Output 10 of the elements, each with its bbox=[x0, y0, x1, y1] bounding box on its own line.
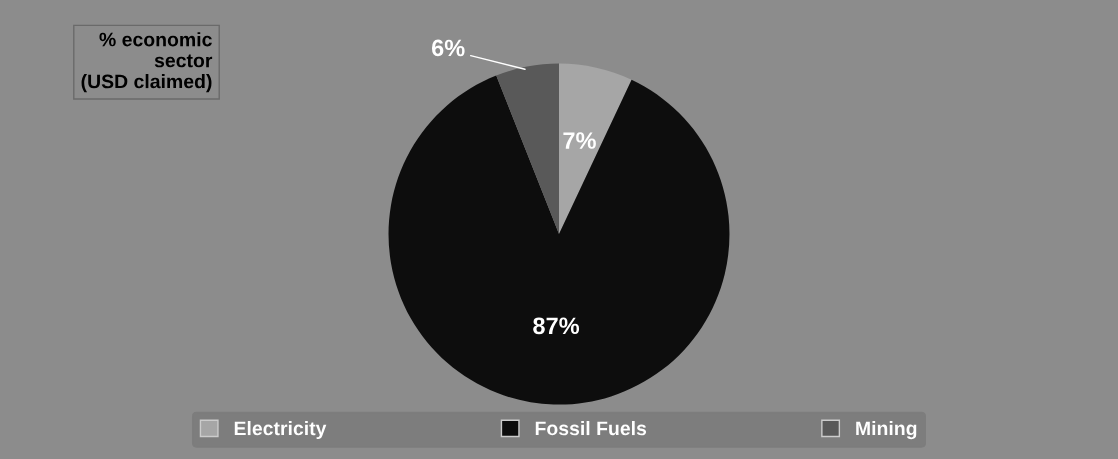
pie-slice bbox=[388, 75, 730, 405]
pie-slice bbox=[496, 63, 559, 235]
legend-label: Electricity bbox=[234, 420, 327, 440]
data-label: 6% bbox=[431, 39, 465, 57]
pie-slice bbox=[559, 63, 632, 235]
data-label: 7% bbox=[563, 132, 596, 149]
data-label: 87% bbox=[533, 317, 580, 335]
legend-label: Mining bbox=[856, 420, 917, 440]
legend-label: Fossil Fuels bbox=[535, 420, 647, 436]
text: % economic sector (USD claimed) bbox=[81, 32, 213, 93]
